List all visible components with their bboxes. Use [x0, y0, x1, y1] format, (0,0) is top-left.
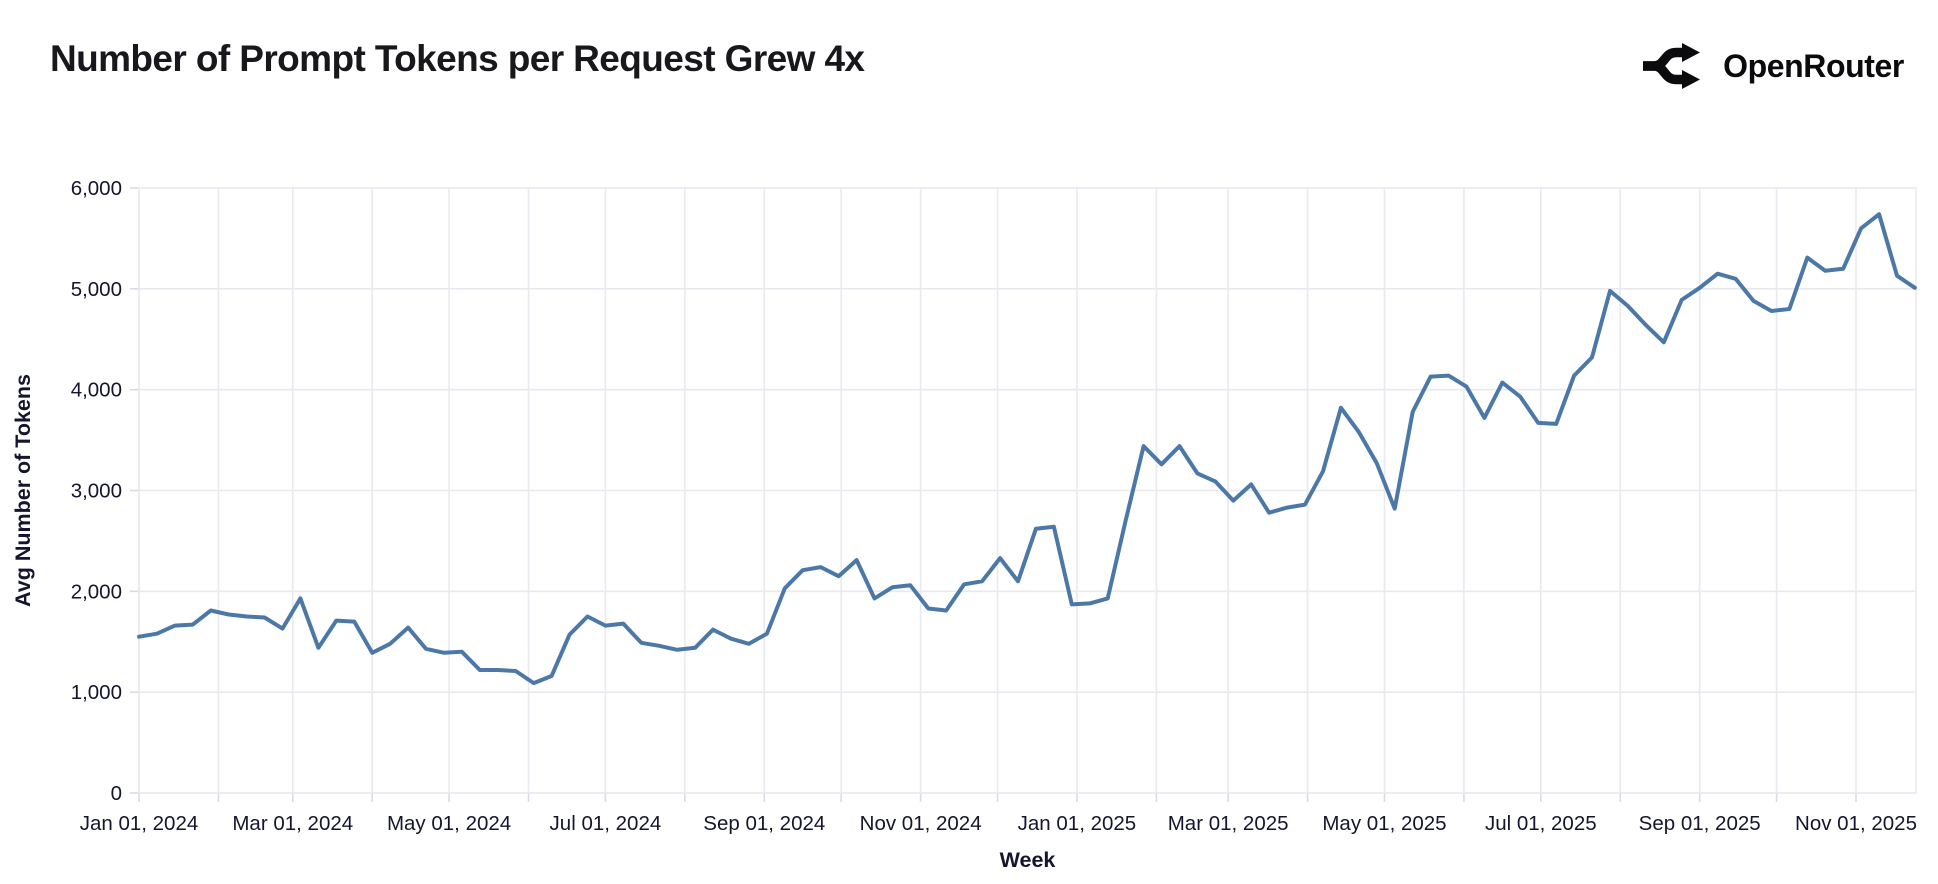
y-tick-label: 2,000 — [71, 580, 122, 603]
x-tick-label: Jul 01, 2025 — [1485, 812, 1597, 835]
x-tick-label: Nov 01, 2025 — [1795, 812, 1917, 835]
y-tick-label: 1,000 — [71, 681, 122, 704]
x-tick-label: Nov 01, 2024 — [860, 812, 982, 835]
x-tick-label: Mar 01, 2025 — [1168, 812, 1289, 835]
y-tick-label: 5,000 — [71, 278, 122, 301]
tokens-per-request-line — [137, 212, 1917, 686]
plot-border — [138, 187, 1917, 794]
x-tick-label: Jan 01, 2025 — [1018, 812, 1137, 835]
x-tick-label: Sep 01, 2024 — [703, 812, 825, 835]
brand-name: OpenRouter — [1723, 47, 1904, 84]
x-tick-label: May 01, 2024 — [387, 812, 511, 835]
x-tick-label: May 01, 2025 — [1322, 812, 1446, 835]
page-title: Number of Prompt Tokens per Request Grew… — [50, 38, 865, 79]
y-tick-label: 6,000 — [71, 177, 122, 200]
y-tick-label: 4,000 — [71, 379, 122, 402]
x-tick-label: Mar 01, 2024 — [232, 812, 353, 835]
x-axis-title: Week — [1000, 848, 1056, 872]
y-tick-label: 0 — [111, 782, 122, 805]
x-tick-label: Sep 01, 2025 — [1639, 812, 1761, 835]
openrouter-logo: OpenRouter — [1642, 38, 1904, 94]
y-axis-title: Avg Number of Tokens — [11, 374, 35, 607]
y-tick-label: 3,000 — [71, 480, 122, 503]
x-tick-label: Jan 01, 2024 — [80, 812, 199, 835]
openrouter-fork-icon — [1643, 43, 1701, 89]
x-tick-label: Jul 01, 2024 — [550, 812, 662, 835]
